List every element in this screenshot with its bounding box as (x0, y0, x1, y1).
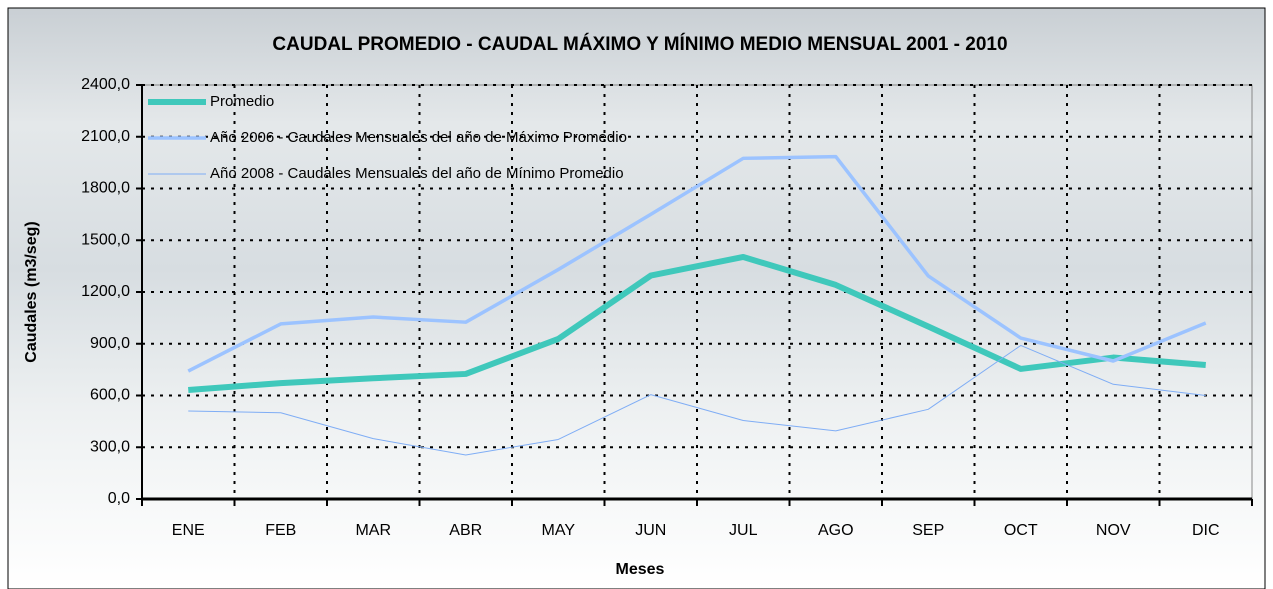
y-tick-label: 1800,0 (81, 180, 130, 197)
y-tick-label: 2100,0 (81, 128, 130, 145)
series-line (188, 253, 1206, 393)
chart-title: CAUDAL PROMEDIO - CAUDAL MÁXIMO Y MÍNIMO… (272, 33, 1007, 55)
y-tick-label: 2400,0 (81, 76, 130, 93)
x-tick-label: JUN (635, 522, 666, 539)
x-tick-label: SEP (912, 522, 944, 539)
y-axis-title: Caudales (m3/seg) (23, 221, 40, 362)
legend-label: Año 2008 - Caudales Mensuales del año de… (210, 165, 624, 182)
x-tick-label: ENE (172, 522, 205, 539)
x-tick-label: ABR (449, 522, 482, 539)
y-tick-label: 600,0 (90, 387, 130, 404)
y-tick-label: 0,0 (108, 490, 130, 507)
y-tick-label: 1500,0 (81, 231, 130, 248)
legend-label: Año 2006 - Caudales Mensuales del año de… (210, 129, 627, 146)
x-tick-label: OCT (1004, 522, 1038, 539)
y-tick-label: 900,0 (90, 335, 130, 352)
x-tick-label: MAR (355, 522, 391, 539)
chart-background (7, 7, 1266, 589)
y-tick-label: 1200,0 (81, 283, 130, 300)
x-tick-label: FEB (265, 522, 296, 539)
x-tick-label: MAY (542, 522, 576, 539)
x-tick-label: AGO (818, 522, 854, 539)
series-line (187, 154, 1207, 373)
y-tick-label: 300,0 (90, 438, 130, 455)
x-axis-title: Meses (616, 561, 665, 578)
x-tick-label: JUL (729, 522, 758, 539)
series-line (188, 344, 1206, 456)
legend-label: Promedio (210, 93, 274, 110)
x-tick-label: DIC (1192, 522, 1220, 539)
x-tick-label: NOV (1096, 522, 1131, 539)
